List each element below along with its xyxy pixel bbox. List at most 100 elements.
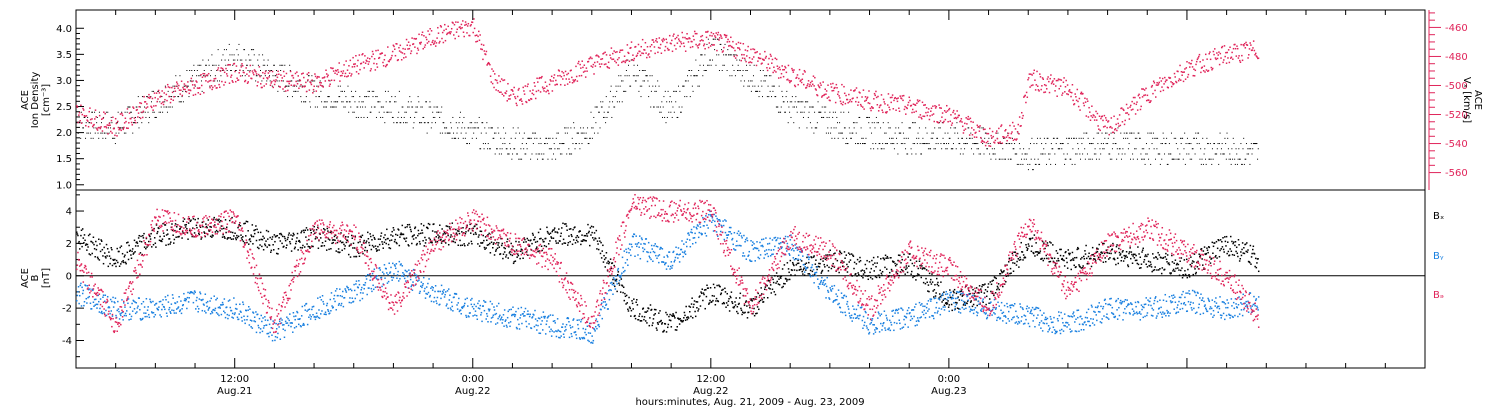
ion-density-point [1020,158,1022,160]
vx-point [696,32,698,35]
ion-density-point [140,111,142,113]
vx-point [1109,125,1112,128]
ion-density-point [1011,143,1013,145]
b-point [700,292,703,295]
ion-density-point [673,90,675,92]
vx-point [123,122,126,124]
b-point [766,284,768,287]
b-point [274,236,277,238]
vx-point [568,78,570,80]
ion-density-point [187,85,189,87]
b-point [630,309,633,312]
ion-density-point [681,106,683,108]
ion-density-point [245,59,247,61]
vx-point [226,75,229,77]
b-point [552,237,555,239]
ion-density-point [1078,137,1080,139]
vx-point [130,117,132,120]
ion-density-point [577,132,579,134]
ion-density-point [749,64,751,66]
b-point [89,233,91,236]
b-point [849,253,851,256]
b-point [331,239,334,241]
b-point [828,266,830,269]
vx-point [191,84,194,86]
vx-point [350,73,353,75]
ion-density-point [1020,163,1022,165]
ion-density-point [690,75,692,77]
ion-density-point [505,132,507,134]
ion-density-point [921,143,923,145]
b-point [631,302,634,305]
ion-density-point [768,75,770,77]
ion-density-point [1016,153,1018,155]
b-point [916,274,918,277]
vx-point [337,69,339,71]
b-point [814,263,817,265]
b-point [853,261,856,264]
vx-point [378,56,381,59]
ion-density-point [825,106,827,108]
vx-point [166,83,169,86]
ion-density-point [615,85,617,87]
vx-point [848,93,850,96]
ion-density-point [1066,137,1068,139]
ion-density-point [210,70,212,71]
b-point [623,299,626,302]
b-point [369,233,371,235]
vx-point [837,91,840,93]
vx-point [1000,125,1002,128]
x-tick-label-date: Aug.21 [217,386,252,397]
b-point [779,276,781,278]
ion-density-point [758,96,760,98]
b-point [257,231,260,234]
ion-density-point [1241,163,1243,165]
b-point [902,269,904,272]
b-point [531,232,534,235]
b-point [308,245,311,248]
b-point [242,236,244,238]
b-point [536,246,538,248]
ion-density-point [103,116,105,118]
ion-density-point [611,116,613,118]
vx-point [135,121,137,124]
ion-density-point [526,148,528,150]
vx-point [472,31,474,34]
ion-density-point [1068,137,1070,139]
vx-point [133,117,136,119]
vx-point [759,57,762,60]
ion-density-point [1154,137,1156,139]
ion-density-point [793,106,795,108]
ion-density-point [857,143,859,145]
vx-point [811,83,814,86]
ion-density-point [1074,163,1076,165]
ion-density-point [1035,163,1037,165]
b-point [815,259,817,261]
ion-density-point [266,80,268,82]
ion-density-point [378,101,380,103]
ion-density-point [1082,137,1084,139]
vx-point [91,125,94,128]
vx-point [1067,93,1070,96]
ion-density-point [625,70,627,71]
ion-density-point [813,132,815,134]
ion-density-point [939,127,941,129]
ion-density-point [957,132,959,134]
b-point [888,271,891,274]
b-point [591,231,593,234]
b-point [609,274,611,277]
b-point [330,247,332,250]
vx-point [91,118,93,120]
vx-point [582,66,584,69]
vx-point [258,66,261,68]
ion-density-point [775,96,777,98]
b-point [197,217,199,220]
vx-point [1048,80,1050,83]
vx-point [1063,77,1065,79]
vx-point [446,32,449,35]
b-point [609,258,612,260]
vx-point [305,90,308,93]
vx-point [654,52,656,55]
ion-density-point [678,106,680,108]
b-point [314,238,317,240]
